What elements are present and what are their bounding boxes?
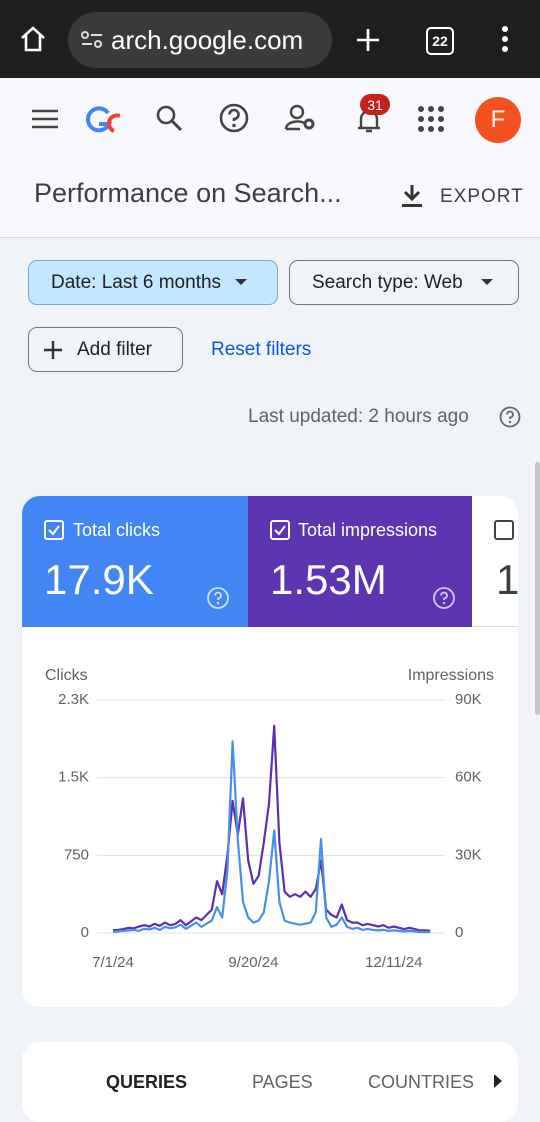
metric-value: 1 [496,556,518,603]
tabs-scroll-right[interactable] [494,1074,504,1088]
y2-tick-label: 0 [455,924,463,941]
last-updated-help[interactable] [499,406,523,430]
dropdown-arrow [480,278,493,285]
performance-card: Total clicks 17.9K Total impressions 1.5… [22,496,518,1007]
impressions-tile[interactable]: Total impressions 1.53M [248,496,472,627]
search-type-label: Search type: Web [312,271,463,293]
x-tick-label: 12/11/24 [365,954,422,971]
ctr-tile[interactable]: 1 [472,496,518,627]
metric-label: Total impressions [298,520,438,540]
metric-help[interactable] [206,586,230,610]
url-bar[interactable]: arch.google.com [68,12,332,68]
y-tick-label: 0 [81,924,89,941]
y2-tick-label: 30K [455,846,482,863]
help-button[interactable] [218,102,250,134]
page-title: Performance on Search... [34,178,342,208]
last-updated: Last updated: 2 hours ago [248,406,469,427]
notification-badge: 31 [360,94,390,115]
app-header: 31 F Performance on Search... EXPORT [0,78,540,238]
search-button[interactable] [155,104,183,132]
reset-filters-link[interactable]: Reset filters [211,339,312,360]
y-tick-label: 2.3K [58,691,89,708]
avatar[interactable]: F [475,97,521,143]
plus-icon [44,340,62,359]
checkbox[interactable] [494,520,514,540]
checkbox-checked[interactable] [44,520,64,540]
x-tick-label: 9/20/24 [228,954,278,971]
metric-help[interactable] [432,586,456,610]
tabs-card: QUERIES PAGES COUNTRIES [22,1042,518,1122]
clicks-tile[interactable]: Total clicks 17.9K [22,496,248,627]
series-line [112,724,431,932]
dropdown-arrow [235,278,248,285]
checkbox-checked[interactable] [270,520,290,540]
menu-button[interactable] [498,24,512,54]
scrollbar [535,462,540,715]
series-line [112,740,431,934]
date-filter-label: Date: Last 6 months [51,271,222,293]
users-settings-button[interactable] [284,102,318,134]
performance-chart: Clicks Impressions 0 750 1.5K 2.3K 0 30K 60K 90K 7… [45,667,494,971]
y2-axis-title: Impressions [408,667,494,684]
tab-count[interactable]: 22 [426,27,454,55]
y2-tick-label: 60K [455,769,482,786]
url-text: arch.google.com [111,25,304,55]
hamburger-menu[interactable] [32,108,60,130]
new-tab-button[interactable] [354,26,382,54]
export-button[interactable]: EXPORT [440,186,524,207]
y-tick-label: 1.5K [58,769,89,786]
y-tick-label: 750 [64,846,89,863]
site-info-icon[interactable] [80,30,104,50]
metric-value: 17.9K [44,556,154,603]
tab[interactable]: PAGES [252,1072,313,1092]
home-button[interactable] [18,24,48,54]
x-tick-label: 7/1/24 [92,954,134,971]
apps-button[interactable] [418,106,444,132]
metric-value: 1.53M [270,556,387,603]
y2-tick-label: 90K [455,691,482,708]
tab[interactable]: COUNTRIES [368,1072,475,1092]
google-logo [86,106,120,133]
date-filter[interactable]: Date: Last 6 months [28,260,278,305]
y-axis-title: Clicks [45,667,88,684]
export-icon[interactable] [400,183,424,209]
search-type-filter[interactable]: Search type: Web [289,260,519,305]
browser-bar: arch.google.com 22 [0,0,540,78]
add-filter-button[interactable]: Add filter [28,327,183,372]
tab[interactable]: QUERIES [106,1072,188,1092]
metric-label: Total clicks [73,520,161,540]
add-filter-label: Add filter [77,338,152,360]
